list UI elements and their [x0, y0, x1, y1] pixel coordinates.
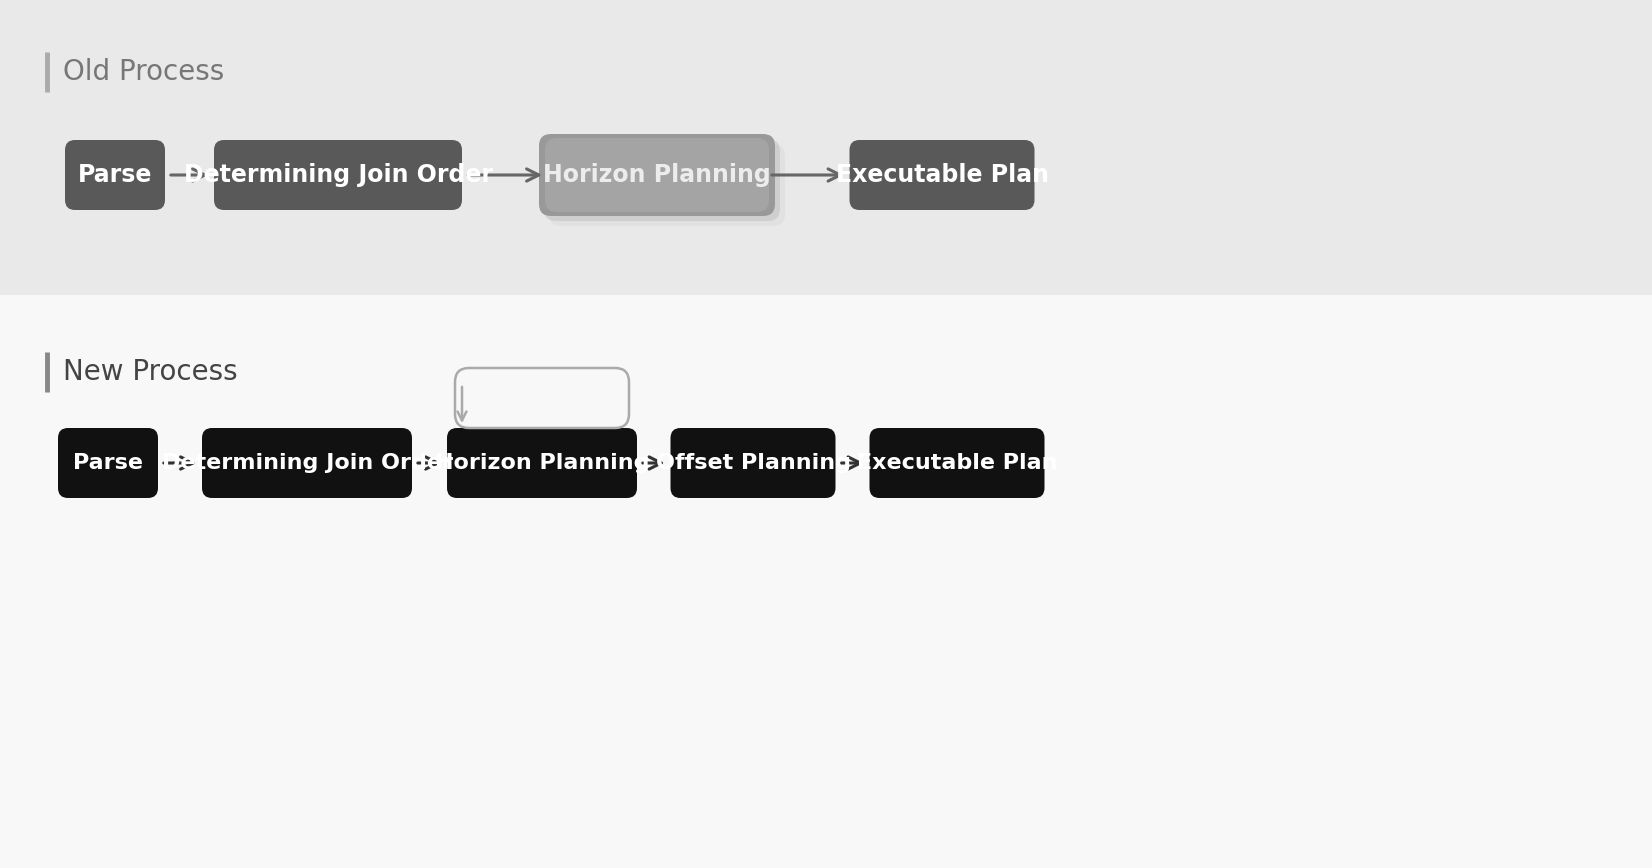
FancyBboxPatch shape [849, 140, 1034, 210]
FancyBboxPatch shape [215, 140, 463, 210]
Text: Executable Plan: Executable Plan [857, 453, 1057, 473]
Text: Executable Plan: Executable Plan [836, 163, 1049, 187]
FancyBboxPatch shape [448, 428, 638, 498]
FancyBboxPatch shape [869, 428, 1044, 498]
Text: Old Process: Old Process [63, 58, 225, 86]
Bar [0, 295, 1652, 868]
Bar [0, 0, 1652, 295]
Text: Determining Join Order: Determining Join Order [162, 453, 453, 473]
FancyBboxPatch shape [548, 144, 785, 226]
FancyBboxPatch shape [202, 428, 411, 498]
FancyBboxPatch shape [539, 134, 775, 216]
Text: Horizon Planning: Horizon Planning [434, 453, 649, 473]
FancyBboxPatch shape [544, 139, 780, 221]
Text: New Process: New Process [63, 358, 238, 386]
FancyBboxPatch shape [58, 428, 159, 498]
Text: Determining Join Order: Determining Join Order [183, 163, 492, 187]
Text: Parse: Parse [73, 453, 144, 473]
FancyBboxPatch shape [671, 428, 836, 498]
FancyBboxPatch shape [545, 138, 768, 212]
Text: Offset Planning: Offset Planning [656, 453, 851, 473]
FancyBboxPatch shape [64, 140, 165, 210]
Text: Parse: Parse [78, 163, 152, 187]
Text: Horizon Planning: Horizon Planning [544, 163, 771, 187]
